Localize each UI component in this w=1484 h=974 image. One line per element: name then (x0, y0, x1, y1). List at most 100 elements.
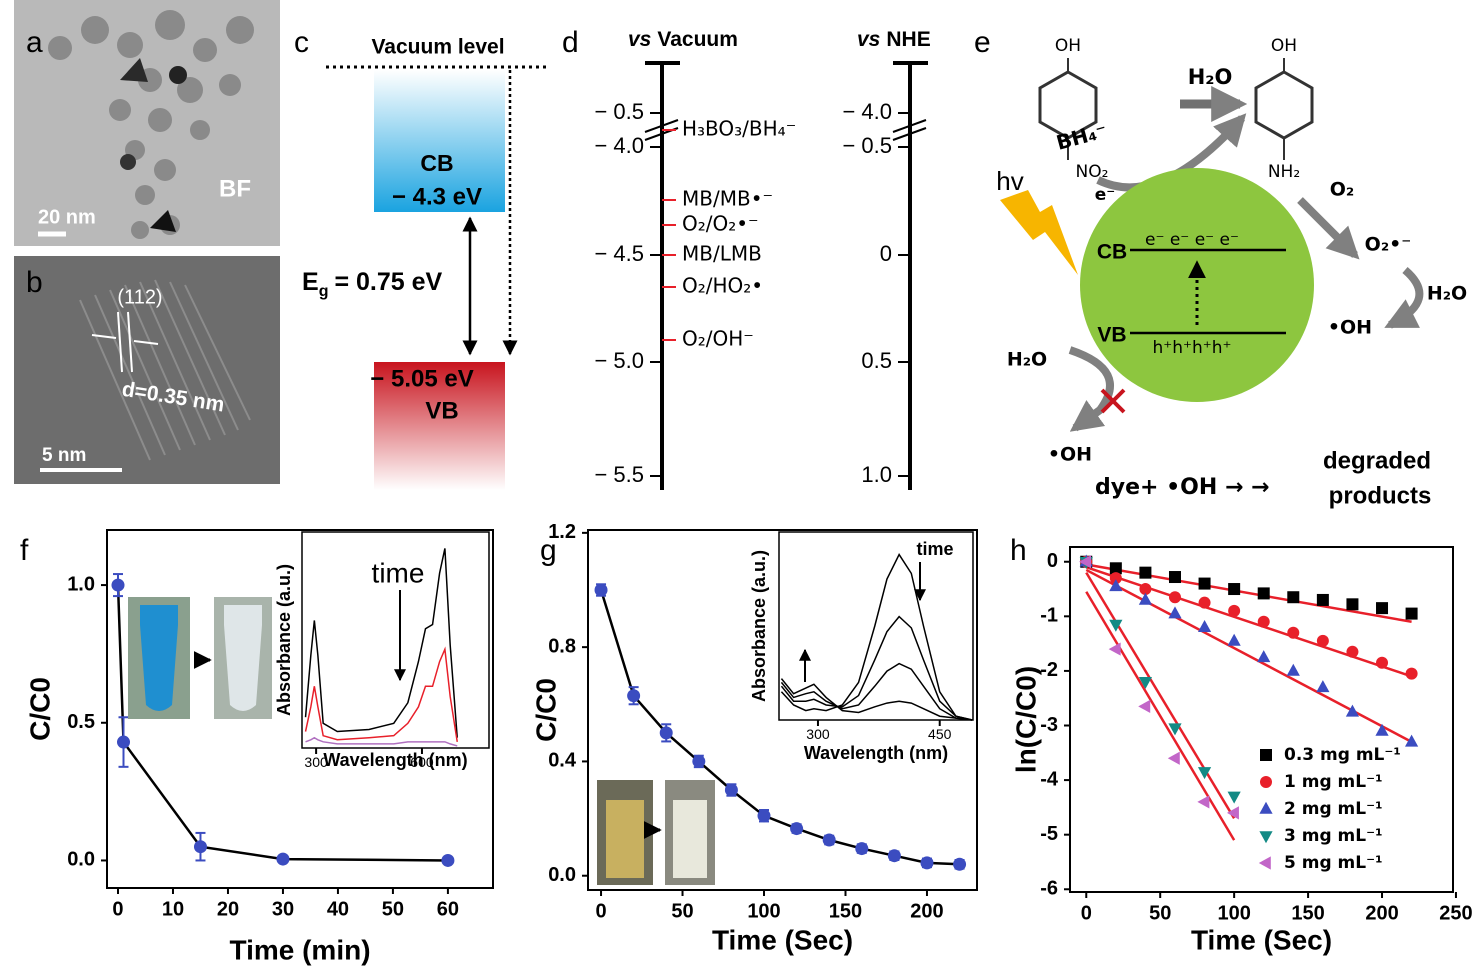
marker (1287, 591, 1300, 604)
chem-group: OH (1055, 36, 1081, 56)
panel-label: b (26, 266, 43, 299)
annotation: time (372, 557, 425, 588)
legend-label: 5 mg mL⁻¹ (1284, 853, 1383, 873)
axis-title-prefix: vs (857, 28, 880, 51)
marker (1316, 593, 1329, 606)
cuvette (673, 800, 707, 878)
reagent: BH₄⁻ (1054, 118, 1110, 154)
line (154, 279, 226, 436)
y-tick-label: -3 (1040, 714, 1058, 736)
lattice-plane: (112) (117, 286, 162, 308)
marker (1227, 633, 1241, 646)
species: H₂O (1007, 349, 1047, 371)
marker (1198, 596, 1211, 609)
tick-label: − 4.0 (842, 99, 892, 124)
marker (1168, 723, 1182, 736)
line (892, 119, 927, 133)
vacuum-level: Vacuum level (371, 36, 504, 59)
data-line (780, 662, 973, 721)
marker (1227, 791, 1241, 804)
marker (1228, 604, 1241, 617)
line (139, 281, 211, 441)
circle (148, 108, 172, 132)
y-tick-label: 1.2 (548, 521, 576, 543)
arrow (133, 340, 159, 345)
arrow (1068, 346, 1114, 432)
tick-label: − 5.0 (594, 348, 644, 373)
fringe-marker (127, 311, 133, 373)
circle (226, 16, 254, 44)
redox-couple: O₂/OH⁻ (682, 327, 754, 351)
x-tick-label: 10 (162, 898, 184, 920)
marker (1346, 598, 1359, 611)
marker (1109, 579, 1123, 592)
x-axis-label: Time (Sec) (712, 924, 853, 955)
marker (1079, 555, 1092, 569)
x-axis-label: Time (min) (229, 934, 370, 965)
fit-line (1085, 566, 1412, 678)
reaction: dye+ •OH → → (1095, 475, 1269, 500)
legend-label: 0.3 mg mL⁻¹ (1284, 745, 1401, 765)
axis-title-prefix: vs (628, 28, 651, 51)
marker (1198, 577, 1211, 590)
x-tick-label: 100 (1217, 902, 1250, 924)
marker (1167, 751, 1180, 765)
x-axis-label: Wavelength (nm) (323, 750, 467, 770)
marker (1139, 583, 1152, 596)
marker (1257, 615, 1270, 628)
marker (855, 842, 869, 856)
benzene-ring (1254, 70, 1314, 140)
chem-group: NH₂ (1268, 162, 1300, 182)
x-tick-label: 0 (595, 900, 606, 922)
vb-label: VB (425, 397, 458, 424)
particle (120, 58, 148, 82)
marker (193, 840, 207, 854)
x-tick-label: 300 (304, 754, 328, 770)
plot-frame (778, 531, 974, 721)
marker (276, 852, 290, 866)
panel-a: a BF 20 nm (14, 0, 280, 246)
marker (1138, 677, 1153, 690)
reagent: H₂O (1188, 65, 1233, 89)
arrow (91, 334, 117, 339)
y-tick-label: -4 (1040, 768, 1059, 790)
marker (1109, 572, 1122, 585)
gap-symbol: E (302, 268, 319, 296)
axis-breaks (644, 119, 927, 141)
x-tick-label: 50 (1149, 902, 1171, 924)
line (109, 289, 181, 451)
line (94, 294, 166, 456)
panel-label: h (1010, 534, 1027, 567)
tick-marks: − 0.5 − 4.0 − 4.0 − 0.5 − 4.5 0 − 5.0 0.5 − 5.5 1… (594, 99, 910, 487)
x-tick-label: 250 (1439, 902, 1472, 924)
y-tick-label: 0.5 (67, 711, 95, 733)
line (79, 299, 151, 461)
valence-band (374, 362, 505, 490)
electrons: e⁻ e⁻ e⁻ e⁻ (1145, 230, 1239, 250)
legend-label: 3 mg mL⁻¹ (1284, 826, 1383, 846)
lightning (1000, 190, 1078, 275)
marker (1346, 645, 1359, 658)
cb-label: CB (420, 150, 453, 176)
marker (1168, 606, 1182, 619)
gap-value: = 0.75 eV (334, 268, 442, 296)
x-tick-label: 60 (437, 898, 459, 920)
plot-frame (301, 531, 490, 749)
panel-label: c (294, 26, 309, 59)
panel-e: e OH NO₂ OH NH₂ H₂O BH₄⁻ e⁻ hv CB e⁻ e⁻ … (974, 26, 1467, 509)
x-tick-label: 200 (910, 900, 943, 922)
vb-label: VB (1097, 324, 1126, 347)
data-line (780, 553, 973, 721)
legend-label: 1 mg mL⁻¹ (1284, 772, 1383, 792)
y-axis-label: ln(C/C0) (1010, 666, 1041, 773)
cb-label: CB (1097, 241, 1127, 264)
x-tick-label: 600 (410, 754, 434, 770)
line (124, 284, 196, 446)
chart: 0 50 100 150 200 250 0 -1 -2 -3 -4 -5 -6 Time (Sec) ln… (1010, 534, 1473, 955)
circle (193, 38, 217, 62)
panel-label: f (20, 534, 29, 567)
conduction-band (374, 70, 505, 212)
marker (111, 578, 125, 592)
circle (117, 32, 143, 58)
axis-title: vs NHE (857, 28, 931, 51)
